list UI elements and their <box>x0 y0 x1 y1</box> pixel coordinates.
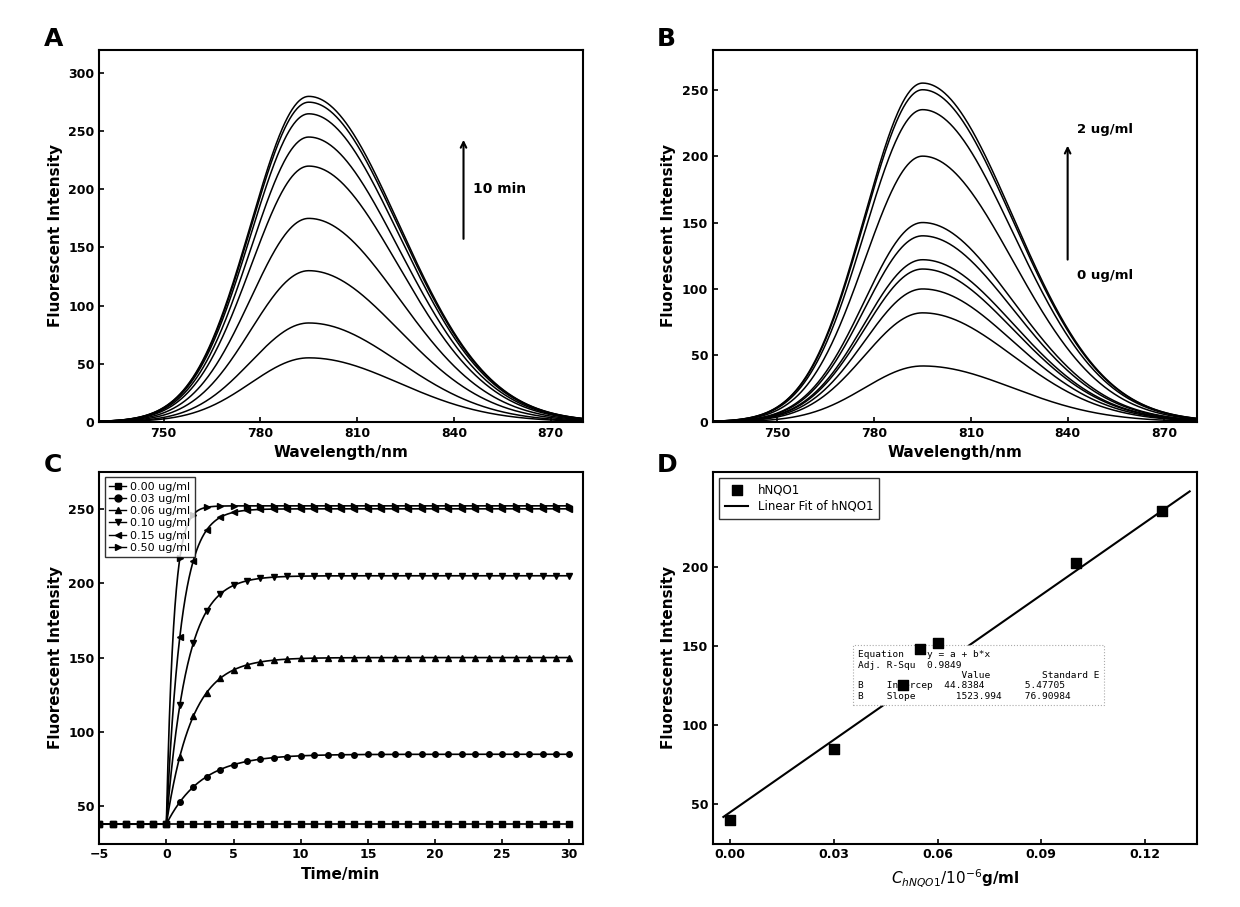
hNQO1 <box>893 678 913 693</box>
Linear Fit of hNQO1 <box>718 811 733 822</box>
Text: D: D <box>657 454 678 477</box>
hNQO1 <box>1065 556 1085 571</box>
Y-axis label: Fluorescent Intensity: Fluorescent Intensity <box>47 566 62 749</box>
hNQO1 <box>720 813 740 827</box>
Linear Fit of hNQO1 <box>1002 612 1017 623</box>
X-axis label: $C_{hNQO1}/10^{-6}$g/ml: $C_{hNQO1}/10^{-6}$g/ml <box>890 867 1019 889</box>
X-axis label: Time/min: Time/min <box>301 867 381 882</box>
Line: Linear Fit of hNQO1: Linear Fit of hNQO1 <box>723 492 1189 817</box>
hNQO1 <box>823 741 843 756</box>
X-axis label: Wavelength/nm: Wavelength/nm <box>888 445 1022 460</box>
Legend: hNQO1, Linear Fit of hNQO1: hNQO1, Linear Fit of hNQO1 <box>719 478 879 519</box>
Y-axis label: Fluorescent Intensity: Fluorescent Intensity <box>47 144 62 327</box>
Legend: 0.00 ug/ml, 0.03 ug/ml, 0.06 ug/ml, 0.10 ug/ml, 0.15 ug/ml, 0.50 ug/ml: 0.00 ug/ml, 0.03 ug/ml, 0.06 ug/ml, 0.10… <box>104 477 195 557</box>
Linear Fit of hNQO1 <box>1182 486 1197 497</box>
Text: Equation    y = a + b*x
Adj. R-Squ  0.9849
                  Value         Stand: Equation y = a + b*x Adj. R-Squ 0.9849 V… <box>858 650 1100 701</box>
Text: 10 min: 10 min <box>474 182 526 196</box>
Text: B: B <box>657 27 676 51</box>
Linear Fit of hNQO1 <box>992 619 1007 629</box>
hNQO1 <box>1152 504 1172 519</box>
Linear Fit of hNQO1 <box>715 812 730 823</box>
hNQO1 <box>928 635 947 649</box>
Text: 0 ug/ml: 0 ug/ml <box>1078 269 1133 282</box>
Text: 2 ug/ml: 2 ug/ml <box>1078 123 1133 136</box>
hNQO1 <box>910 641 930 656</box>
Linear Fit of hNQO1 <box>1109 537 1123 548</box>
Y-axis label: Fluorescent Intensity: Fluorescent Intensity <box>661 144 676 327</box>
Text: A: A <box>43 27 63 51</box>
Y-axis label: Fluorescent Intensity: Fluorescent Intensity <box>661 566 676 749</box>
Linear Fit of hNQO1 <box>1138 516 1153 527</box>
Text: C: C <box>43 454 62 477</box>
Linear Fit of hNQO1 <box>993 618 1008 629</box>
X-axis label: Wavelength/nm: Wavelength/nm <box>274 445 408 460</box>
